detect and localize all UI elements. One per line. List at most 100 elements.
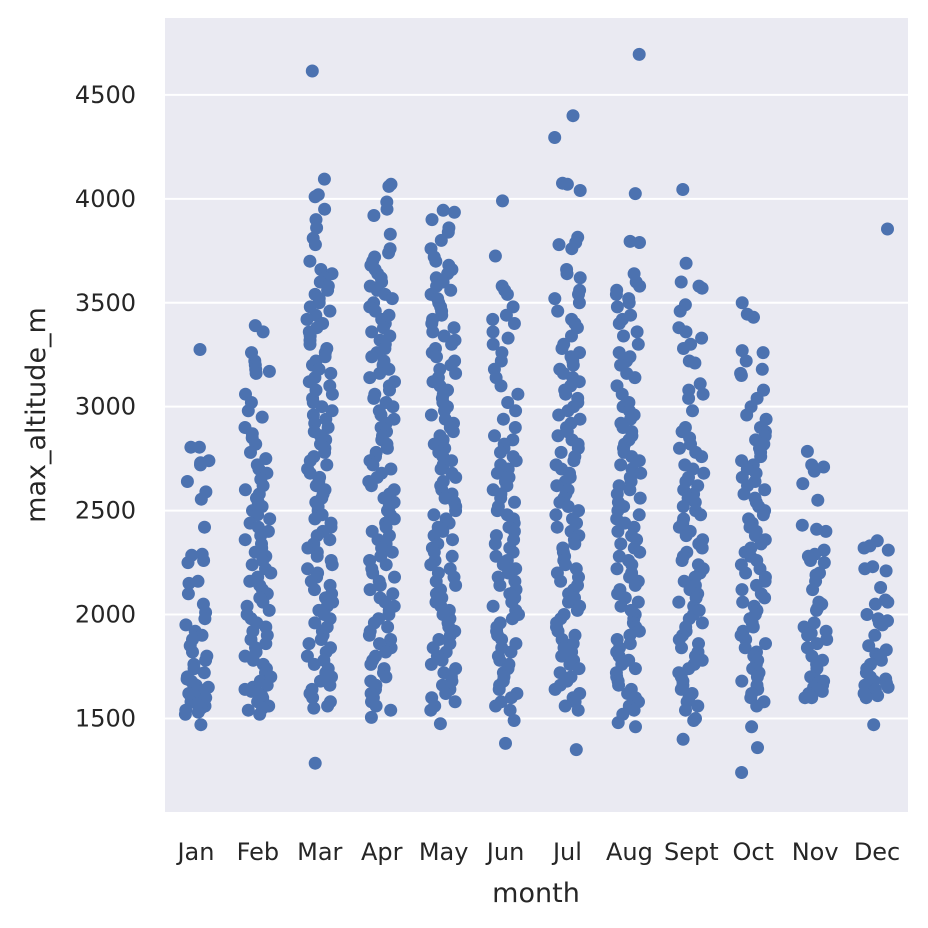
data-point <box>430 350 443 364</box>
data-point <box>860 608 874 621</box>
data-point <box>434 233 448 247</box>
data-point <box>192 440 206 454</box>
data-point <box>302 637 316 651</box>
data-point <box>565 242 579 256</box>
data-point <box>675 641 688 655</box>
data-point <box>804 554 817 567</box>
data-point <box>263 512 277 526</box>
data-point <box>364 657 378 671</box>
data-point <box>795 518 809 532</box>
data-point <box>260 678 274 692</box>
data-point <box>610 300 624 314</box>
data-point <box>501 331 515 345</box>
data-point <box>857 541 871 555</box>
data-point <box>191 705 205 719</box>
data-point <box>570 603 584 617</box>
data-point <box>756 508 770 522</box>
data-point <box>562 595 575 609</box>
data-point <box>308 238 322 252</box>
data-point <box>194 458 207 472</box>
data-point <box>427 508 441 522</box>
data-point <box>259 637 273 651</box>
data-point <box>509 404 523 418</box>
data-point <box>445 549 459 563</box>
data-point <box>614 458 628 472</box>
data-point <box>241 404 255 418</box>
data-point <box>504 645 518 659</box>
data-point <box>244 445 257 459</box>
data-point <box>439 687 453 700</box>
data-point <box>424 408 438 422</box>
data-point <box>323 533 337 547</box>
data-point <box>386 400 400 414</box>
data-point <box>633 545 647 559</box>
x-tick-label: Sept <box>664 838 719 866</box>
data-point <box>264 566 278 580</box>
data-point <box>550 520 564 534</box>
data-point <box>308 583 321 597</box>
data-point <box>382 608 396 621</box>
data-point <box>735 583 749 597</box>
data-point <box>679 703 692 717</box>
data-point <box>324 366 338 380</box>
data-point <box>676 732 690 746</box>
data-point <box>310 549 324 563</box>
data-point <box>552 408 566 422</box>
data-point <box>555 649 569 663</box>
data-point <box>881 680 895 694</box>
data-point <box>695 281 709 295</box>
data-point <box>559 558 572 572</box>
data-point <box>871 689 885 703</box>
data-point <box>676 500 690 513</box>
data-point <box>253 707 267 721</box>
x-tick-label: Jul <box>551 838 582 866</box>
data-point <box>366 458 380 472</box>
data-point <box>507 714 521 727</box>
data-point <box>365 325 379 339</box>
x-tick-label: Mar <box>297 838 342 866</box>
data-point <box>486 312 500 326</box>
data-point <box>385 545 399 559</box>
data-point <box>325 558 339 572</box>
data-point <box>746 620 760 634</box>
data-point <box>674 275 688 289</box>
x-tick-label: Feb <box>237 838 280 866</box>
y-gridlines <box>165 93 908 720</box>
data-point <box>801 628 815 642</box>
data-point <box>379 558 393 572</box>
data-point <box>433 717 447 731</box>
data-point <box>429 254 443 268</box>
data-point <box>881 222 894 236</box>
data-point <box>194 492 208 506</box>
data-point <box>632 508 646 522</box>
data-point <box>815 684 829 698</box>
data-point <box>320 458 334 472</box>
data-point <box>617 329 630 343</box>
data-point <box>489 699 503 713</box>
data-point <box>449 366 463 380</box>
data-point <box>380 202 394 216</box>
data-point <box>180 475 194 488</box>
data-point <box>380 441 394 455</box>
y-tick-label: 2500 <box>75 497 136 525</box>
data-point <box>435 653 449 667</box>
plot-background <box>165 18 908 812</box>
data-point <box>488 249 502 263</box>
data-point <box>501 396 515 409</box>
data-point <box>875 618 889 632</box>
data-point <box>673 441 686 455</box>
data-point <box>555 342 569 355</box>
data-point <box>509 454 523 468</box>
data-point <box>486 337 500 351</box>
data-point <box>382 246 396 260</box>
data-point <box>633 236 646 249</box>
data-point <box>486 599 500 613</box>
data-point <box>677 342 690 355</box>
data-point <box>614 599 628 613</box>
x-tick-label: Nov <box>792 838 839 866</box>
data-point <box>739 354 753 368</box>
data-point <box>697 466 711 480</box>
data-point <box>307 701 321 715</box>
data-point <box>819 524 833 538</box>
